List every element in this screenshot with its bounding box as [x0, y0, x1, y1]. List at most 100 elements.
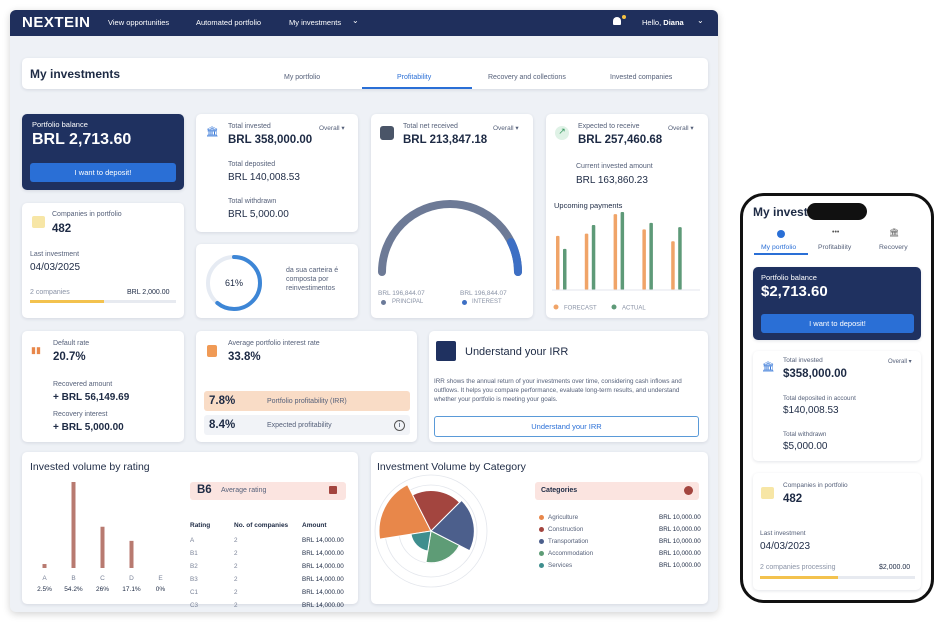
phone-tab-underline: [754, 253, 808, 255]
default-value: 20.7%: [53, 351, 86, 363]
invested-label: Total invested: [228, 123, 271, 130]
legend-dot: [539, 527, 544, 532]
net-value: BRL 213,847.18: [403, 134, 488, 146]
irr-text: IRR shows the annual return of your inve…: [434, 378, 682, 403]
irr-button[interactable]: Understand your IRR: [434, 416, 699, 437]
filter-text: Overall: [319, 125, 340, 132]
legend-amount: BRL 10,000.00: [659, 538, 701, 545]
phone-deposited: $140,008.53: [783, 405, 839, 416]
value-label: 54.2%: [64, 586, 83, 593]
tab[interactable]: Invested companies: [610, 74, 673, 81]
net-card: [371, 114, 533, 318]
rating-card: [22, 452, 358, 604]
companies-label: Companies in portfolio: [52, 211, 122, 218]
table-cell: 2: [234, 563, 238, 570]
phone-tab-active[interactable]: My portfolio: [761, 244, 797, 251]
rate-label: Average portfolio interest rate: [228, 340, 320, 347]
progress-fill: [30, 300, 104, 303]
legend-dot: [611, 304, 617, 310]
x-tick-label: C: [100, 575, 105, 582]
default-card: [22, 331, 184, 442]
current-value: BRL 163,860.23: [576, 175, 648, 186]
deposit-button[interactable]: I want to deposit!: [30, 163, 176, 182]
companies-card: [22, 203, 184, 318]
chevron[interactable]: ⌄: [697, 16, 704, 25]
phone-withdrawn: $5,000.00: [783, 441, 828, 452]
phone-notch: [807, 203, 867, 220]
legend-amount: BRL 10,000.00: [659, 550, 701, 557]
table-cell: BRL 14,000.00: [302, 550, 344, 557]
table-cell: B3: [190, 576, 198, 583]
last-label: Last investment: [30, 251, 80, 258]
payment-bar: [584, 233, 589, 290]
tab[interactable]: Recovery and collections: [488, 74, 566, 81]
brand: NEXTEIN: [22, 14, 91, 31]
payment-bar: [678, 227, 682, 290]
payment-bar: [620, 212, 625, 290]
companies-icon: [32, 216, 45, 228]
balance-label: Portfolio balance: [32, 120, 88, 129]
expected-label: Expected to receive: [578, 123, 640, 130]
value-label: 26%: [96, 586, 109, 593]
row-label: Expected profitability: [267, 422, 332, 429]
x-tick-label: A: [42, 575, 47, 582]
legend-dot: [539, 515, 544, 520]
filter[interactable]: Overall ▾: [319, 125, 345, 132]
user-name: Diana: [663, 18, 684, 27]
tab[interactable]: My portfolio: [284, 74, 321, 81]
legend-amount: BRL 10,000.00: [659, 526, 701, 533]
chevron[interactable]: ⌄: [352, 16, 359, 25]
row-value: 8.4%: [209, 419, 236, 431]
polar-wedge: [378, 483, 432, 540]
recovery-interest-label: Recovery interest: [53, 411, 108, 418]
payment-bar: [563, 248, 567, 290]
phone-deposit-button[interactable]: I want to deposit!: [761, 314, 914, 333]
x-tick-label: E: [158, 575, 163, 582]
rate-value: 33.8%: [228, 351, 261, 363]
legend-name: Services: [548, 562, 573, 569]
filter[interactable]: Overall ▾: [668, 125, 694, 132]
principal-dot: [381, 300, 386, 305]
progress-label: 2 companies: [30, 289, 70, 296]
net-icon: [380, 126, 394, 140]
nav-link[interactable]: My investments: [289, 18, 342, 27]
bell-icon[interactable]: [613, 17, 621, 25]
tab-icon: [777, 230, 785, 238]
info-icon[interactable]: i: [394, 420, 405, 431]
table-header: Amount: [302, 522, 327, 529]
phone-filter[interactable]: Overall ▾: [888, 359, 912, 365]
table-cell: BRL 14,000.00: [302, 563, 344, 570]
phone-tab[interactable]: Recovery: [879, 244, 908, 251]
bank-icon: 🏛: [206, 127, 219, 138]
pie-icon: [684, 486, 693, 495]
rating-bar: [129, 540, 134, 568]
rating-title: Invested volume by rating: [30, 461, 150, 473]
companies-icon: [761, 487, 774, 499]
tab-active[interactable]: Profitability: [397, 74, 432, 81]
phone-balance: $2,713.60: [761, 283, 828, 300]
tab-icon: •••: [832, 229, 840, 236]
value-label: 2.5%: [37, 586, 52, 593]
filter[interactable]: Overall ▾: [493, 125, 519, 132]
table-cell: BRL 14,000.00: [302, 576, 344, 583]
greeting[interactable]: Hello, Diana: [642, 18, 684, 27]
reinvest-caption: da sua carteira é composta por reinvesti…: [286, 267, 339, 292]
phone-tab[interactable]: Profitability: [818, 244, 852, 251]
payment-bar: [556, 235, 560, 290]
recovered-label: Recovered amount: [53, 381, 113, 388]
payment-bar: [613, 214, 618, 290]
default-icon: ▮▮: [31, 345, 41, 355]
table-cell: BRL 14,000.00: [302, 589, 344, 596]
nav-link[interactable]: View opportunities: [108, 18, 170, 27]
badge: B6: [197, 484, 212, 496]
greeting-text: Hello,: [642, 18, 662, 27]
table-cell: 2: [234, 550, 238, 557]
withdrawn-value: BRL 5,000.00: [228, 209, 289, 220]
current-label: Current invested amount: [576, 163, 653, 170]
category-title: Investment Volume by Category: [377, 461, 526, 473]
balance-value: BRL 2,713.60: [32, 131, 132, 148]
badge-box: [190, 482, 346, 500]
nav-link[interactable]: Automated portfolio: [196, 18, 262, 27]
donut-label: 61%: [225, 278, 243, 288]
